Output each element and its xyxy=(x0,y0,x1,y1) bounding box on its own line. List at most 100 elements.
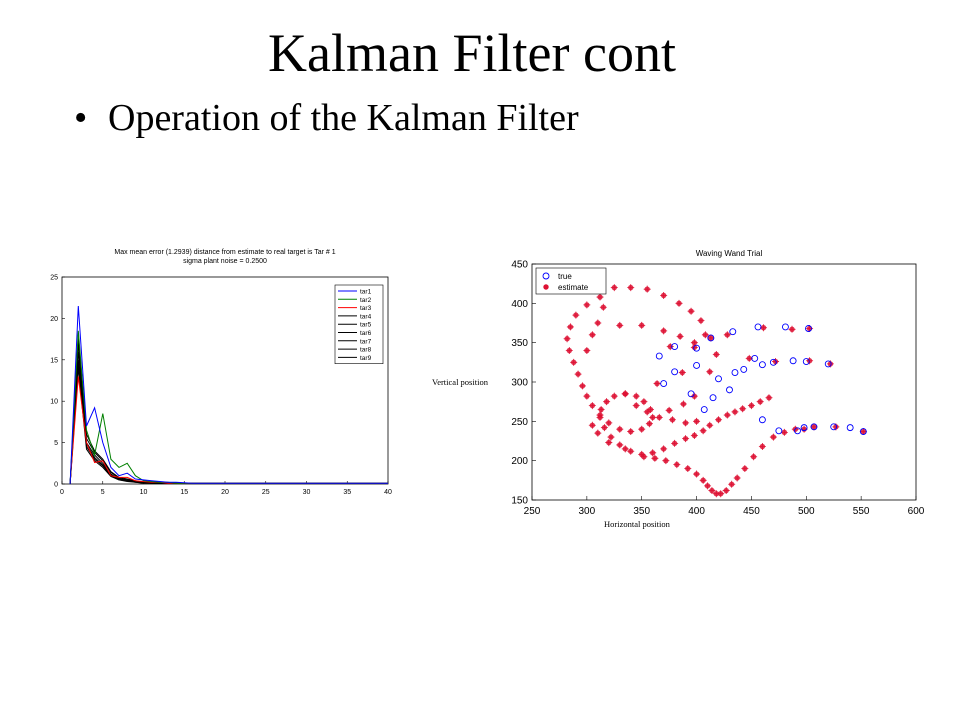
estimate-point xyxy=(759,324,767,332)
estimate-point-star xyxy=(788,325,796,333)
estimate-point xyxy=(655,413,663,421)
estimate-point-star xyxy=(583,347,591,355)
estimate-point-star xyxy=(741,465,749,473)
estimate-point xyxy=(810,423,818,431)
estimate-point-star xyxy=(599,303,607,311)
estimate-point-star xyxy=(566,323,574,331)
estimate-point-star xyxy=(712,350,720,358)
x-tick-label: 10 xyxy=(140,489,148,496)
estimate-point xyxy=(599,303,607,311)
estimate-point xyxy=(707,334,715,342)
estimate-point-star xyxy=(690,339,698,347)
estimate-point xyxy=(621,445,629,453)
estimate-point-star xyxy=(662,457,670,465)
estimate-point xyxy=(649,413,657,421)
estimate-point-star xyxy=(728,480,736,488)
estimate-point xyxy=(627,284,635,292)
estimate-point-star xyxy=(687,307,695,315)
x-tick-label: 550 xyxy=(853,506,870,517)
estimate-point xyxy=(649,449,657,457)
series-line-tar1 xyxy=(69,305,388,485)
estimate-point-star xyxy=(682,419,690,427)
estimate-point-star xyxy=(723,411,731,419)
estimate-point xyxy=(621,390,629,398)
estimate-point xyxy=(733,474,741,482)
estimate-point-star xyxy=(671,439,679,447)
estimate-point xyxy=(747,402,755,410)
estimate-point xyxy=(616,425,624,433)
true-point xyxy=(726,386,733,394)
estimate-point-star xyxy=(731,408,739,416)
estimate-point-star xyxy=(638,321,646,329)
estimate-point xyxy=(596,413,604,421)
true-point xyxy=(789,357,797,365)
estimate-point xyxy=(632,402,640,410)
estimate-point xyxy=(605,419,613,427)
true-point xyxy=(830,423,838,431)
estimate-point-star xyxy=(653,380,661,388)
estimate-point xyxy=(640,453,648,461)
estimate-point-star xyxy=(588,331,596,339)
estimate-point-star xyxy=(780,428,788,436)
estimate-point-star xyxy=(756,398,764,406)
estimate-point-star xyxy=(588,421,596,429)
chart-title: Max mean error (1.2939) distance from es… xyxy=(114,249,335,256)
estimate-point-star xyxy=(643,285,651,293)
estimate-point xyxy=(723,411,731,419)
y-tick-label: 15 xyxy=(50,357,58,364)
true-point xyxy=(709,394,717,402)
estimate-point-star xyxy=(668,416,676,424)
estimate-point-star xyxy=(632,392,640,400)
estimate-point xyxy=(588,402,596,410)
estimate-point-star xyxy=(610,392,618,400)
estimate-point-star xyxy=(758,443,766,451)
estimate-point xyxy=(607,433,615,441)
x-tick-label: 25 xyxy=(262,489,270,496)
estimate-point-star xyxy=(616,425,624,433)
x-tick-label: 30 xyxy=(303,489,311,496)
estimate-point xyxy=(687,307,695,315)
estimate-point xyxy=(699,427,707,435)
x-tick-label: 300 xyxy=(579,506,596,517)
estimate-point-star xyxy=(722,487,730,495)
estimate-point xyxy=(638,425,646,433)
estimate-point-star xyxy=(684,465,692,473)
estimate-point-star xyxy=(596,413,604,421)
x-tick-label: 450 xyxy=(743,506,760,517)
estimate-point-star xyxy=(660,445,668,453)
estimate-point xyxy=(610,284,618,292)
estimate-point xyxy=(715,416,723,424)
estimate-point xyxy=(706,368,714,376)
x-tick-label: 350 xyxy=(633,506,650,517)
true-point xyxy=(729,328,737,336)
legend-label-tar6: tar6 xyxy=(360,330,372,337)
estimate-point-star xyxy=(605,419,613,427)
legend-marker-estimate xyxy=(543,284,549,290)
y-tick-label: 400 xyxy=(511,299,528,310)
estimate-point xyxy=(660,327,668,335)
legend-label-tar7: tar7 xyxy=(360,338,372,345)
estimate-point xyxy=(673,461,681,469)
estimate-point xyxy=(638,321,646,329)
estimate-point xyxy=(643,408,651,416)
true-point xyxy=(687,390,695,398)
x-tick-label: 400 xyxy=(688,506,705,517)
true-point xyxy=(671,343,679,351)
estimate-point xyxy=(679,400,687,408)
estimate-point-star xyxy=(578,382,586,390)
estimate-point xyxy=(627,428,635,436)
estimate-point-star xyxy=(697,317,705,325)
estimate-point-star xyxy=(627,284,635,292)
estimate-point xyxy=(570,358,578,366)
estimate-point xyxy=(678,369,686,377)
true-point xyxy=(715,375,722,383)
estimate-point-star xyxy=(810,423,818,431)
chart-title: Waving Wand Trial xyxy=(696,249,763,258)
estimate-point-star xyxy=(655,413,663,421)
estimate-point xyxy=(583,301,591,309)
estimate-point xyxy=(676,332,684,340)
legend-label-tar2: tar2 xyxy=(360,297,372,304)
estimate-point-star xyxy=(660,327,668,335)
true-point xyxy=(740,365,748,373)
estimate-point-star xyxy=(651,454,659,462)
